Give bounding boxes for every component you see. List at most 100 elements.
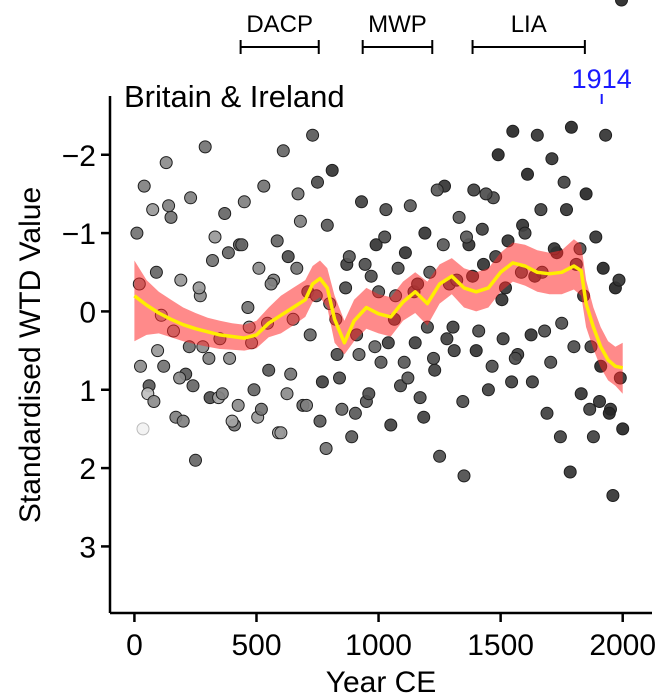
confidence-band bbox=[134, 239, 623, 394]
data-point bbox=[235, 238, 249, 252]
data-point bbox=[397, 355, 411, 369]
data-point bbox=[339, 281, 353, 295]
data-point bbox=[290, 261, 304, 275]
data-point bbox=[485, 359, 499, 373]
data-point bbox=[452, 210, 466, 224]
x-tick-label: 0 bbox=[126, 629, 143, 662]
y-axis-ticks: −2 −1 0 1 2 3 bbox=[62, 140, 110, 564]
data-point bbox=[293, 214, 307, 228]
smoothed-trend-line bbox=[133, 261, 624, 370]
data-point bbox=[616, 422, 630, 436]
data-point bbox=[379, 203, 393, 217]
data-point bbox=[612, 273, 626, 287]
data-point bbox=[311, 175, 324, 189]
data-point bbox=[540, 406, 554, 420]
data-point bbox=[418, 226, 432, 240]
data-point bbox=[401, 371, 415, 385]
data-point bbox=[257, 179, 271, 193]
data-point bbox=[524, 328, 538, 342]
data-point bbox=[563, 465, 577, 479]
data-point bbox=[553, 430, 567, 444]
data-point bbox=[241, 301, 255, 314]
data-point bbox=[149, 265, 163, 279]
data-point bbox=[446, 320, 460, 334]
data-point bbox=[173, 371, 187, 385]
data-point bbox=[313, 414, 327, 428]
data-point bbox=[467, 183, 481, 197]
x-axis-ticks: 0 500 1000 1500 2000 bbox=[126, 613, 656, 662]
data-point bbox=[218, 207, 232, 220]
y-axis-label: Standardised WTD Value bbox=[14, 187, 47, 523]
data-point bbox=[374, 355, 388, 369]
data-point bbox=[456, 395, 470, 408]
data-point bbox=[460, 230, 473, 244]
data-point bbox=[184, 191, 198, 205]
period-label: MWP bbox=[368, 11, 427, 38]
data-point bbox=[525, 375, 539, 389]
data-point bbox=[440, 332, 454, 346]
data-point bbox=[428, 363, 442, 377]
data-point bbox=[325, 163, 339, 177]
data-point bbox=[564, 120, 578, 134]
data-point bbox=[262, 363, 276, 377]
chart-title: Britain & Ireland bbox=[124, 79, 345, 114]
data-point bbox=[130, 226, 144, 240]
data-point bbox=[352, 348, 366, 361]
data-point bbox=[472, 324, 486, 338]
data-point bbox=[589, 230, 603, 244]
data-point bbox=[593, 395, 606, 408]
y-tick-label: −1 bbox=[62, 218, 96, 251]
data-point bbox=[602, 406, 616, 420]
data-point bbox=[274, 426, 288, 440]
data-point bbox=[508, 351, 522, 365]
data-point bbox=[342, 250, 356, 264]
data-point bbox=[447, 344, 461, 358]
data-point bbox=[391, 261, 405, 275]
x-tick-label: 2000 bbox=[589, 629, 656, 662]
x-tick-label: 1000 bbox=[345, 629, 412, 662]
data-point bbox=[335, 402, 349, 416]
data-point bbox=[348, 406, 362, 420]
data-point bbox=[408, 336, 422, 350]
data-point bbox=[198, 140, 212, 154]
data-point bbox=[192, 281, 206, 295]
data-point bbox=[506, 124, 520, 138]
data-point bbox=[364, 269, 378, 283]
data-point bbox=[368, 340, 382, 354]
period-label: DACP bbox=[246, 11, 313, 38]
data-point bbox=[315, 375, 329, 389]
data-point bbox=[355, 195, 368, 209]
data-point bbox=[176, 414, 190, 428]
data-point bbox=[345, 430, 359, 444]
data-point bbox=[417, 410, 431, 424]
data-point bbox=[362, 387, 376, 401]
data-point bbox=[369, 238, 383, 252]
data-point bbox=[574, 387, 588, 401]
data-point bbox=[403, 199, 417, 213]
data-point bbox=[306, 128, 320, 142]
data-point bbox=[215, 387, 229, 401]
data-point bbox=[433, 449, 447, 463]
data-point bbox=[586, 430, 600, 444]
data-point bbox=[427, 351, 440, 365]
data-point bbox=[518, 226, 532, 240]
data-point bbox=[157, 359, 171, 373]
data-point bbox=[475, 222, 489, 236]
data-point bbox=[147, 395, 161, 408]
scatter-points bbox=[130, 0, 630, 502]
data-point bbox=[202, 351, 216, 365]
data-point bbox=[469, 344, 483, 358]
data-point bbox=[545, 152, 559, 166]
data-point bbox=[225, 414, 239, 428]
data-point bbox=[291, 187, 305, 201]
data-point bbox=[599, 128, 613, 142]
data-point bbox=[495, 293, 509, 307]
data-point bbox=[281, 250, 295, 264]
x-tick-label: 1500 bbox=[467, 629, 534, 662]
marker-1914: 1914 bbox=[572, 64, 632, 104]
data-point bbox=[159, 156, 173, 170]
data-point bbox=[206, 254, 219, 267]
y-tick-label: −2 bbox=[62, 140, 96, 173]
data-point bbox=[530, 128, 544, 142]
